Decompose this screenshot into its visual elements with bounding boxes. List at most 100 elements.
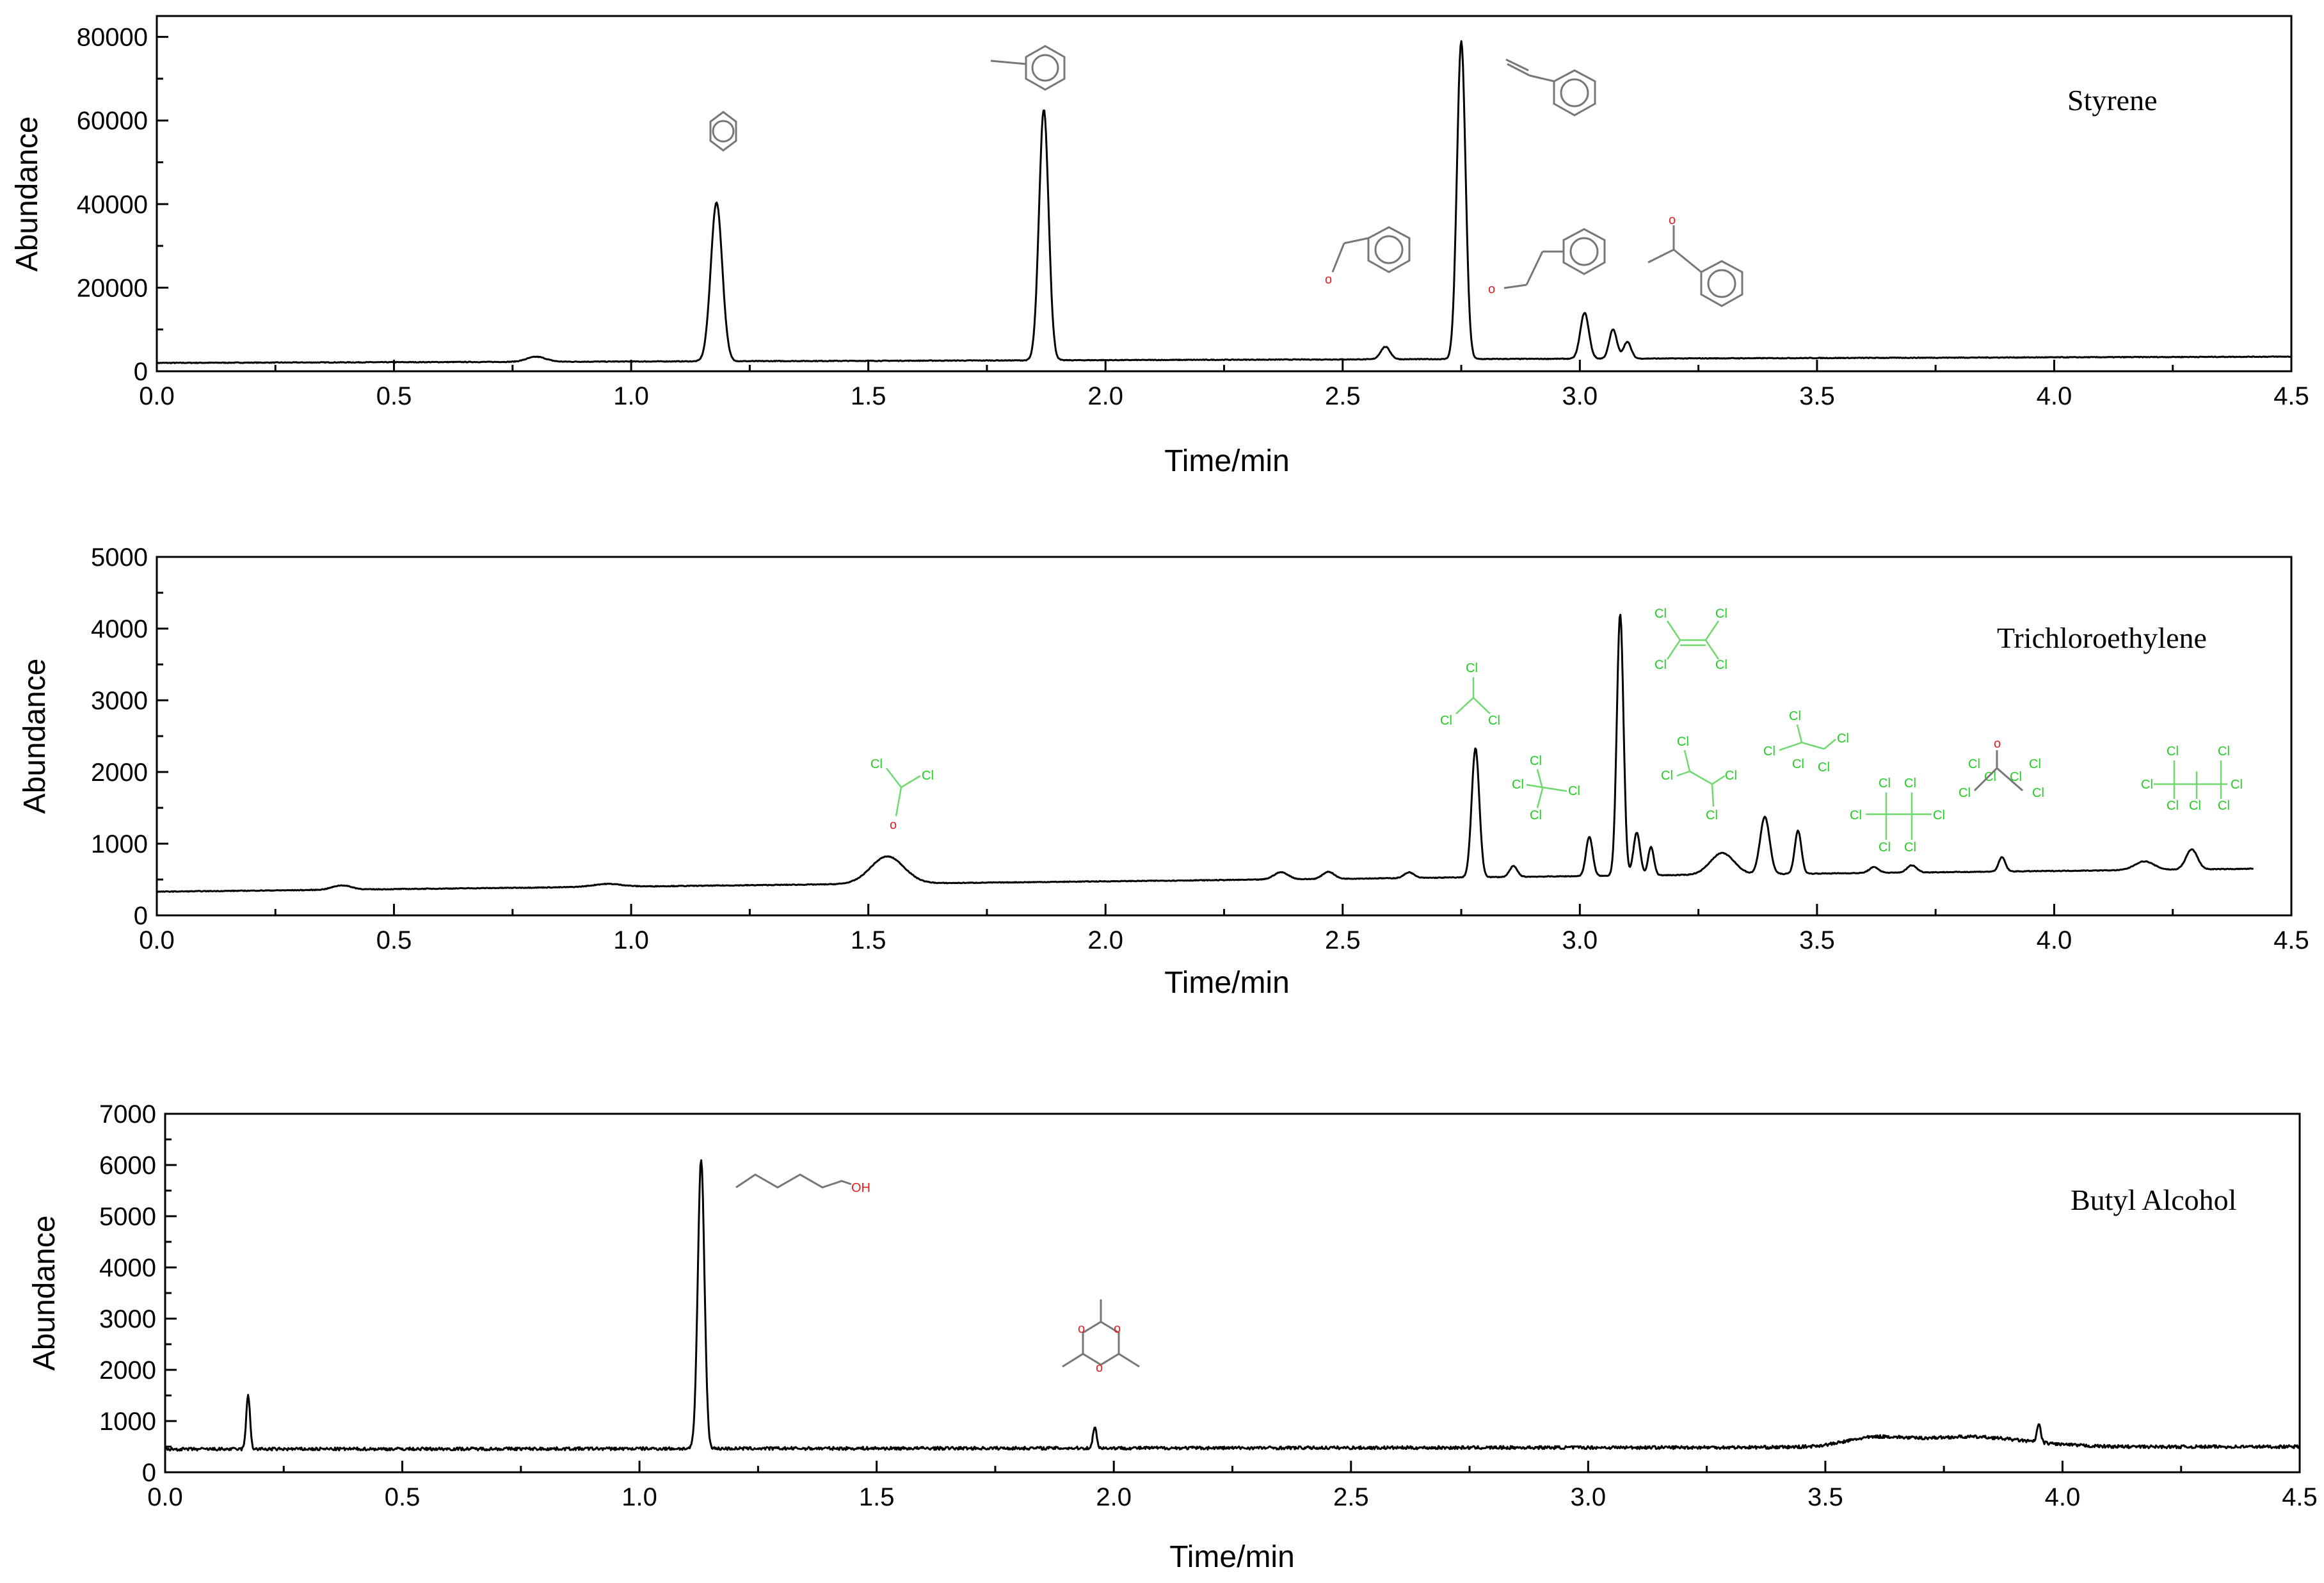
svg-text:Cl: Cl [1933,808,1945,823]
x-tick-label: 1.0 [613,382,649,410]
phosgene-icon: Cl Cl o [870,757,934,832]
y-axis-title: Abundance [10,117,44,272]
chromatogram-trace [164,1159,2301,1452]
svg-text:Cl: Cl [2218,799,2230,813]
x-tick-label: 3.0 [1562,382,1598,410]
x-tick-label: 1.5 [859,1483,895,1511]
y-tick-label: 80000 [77,24,148,52]
svg-text:Cl: Cl [922,769,934,783]
plot-frame [156,556,2293,917]
chromatogram-trace [156,613,2254,893]
y-tick-label: 5000 [99,1203,156,1231]
x-axis-title: Time/min [1164,444,1290,478]
y-axis-title: Abundance [18,659,52,814]
axis-ticks: 0.0 0.5 1.0 1.5 2.0 2.5 3.0 3.5 4.0 4.5 0 1000 2000 3… [91,543,2309,954]
svg-text:Cl: Cl [2189,799,2201,813]
svg-text:Cl: Cl [1677,735,1689,749]
svg-text:Cl: Cl [870,757,883,771]
svg-text:Cl: Cl [2231,778,2243,792]
styrene-icon [1505,58,1596,117]
svg-text:o: o [1078,1322,1085,1336]
svg-text:Cl: Cl [1879,776,1891,791]
svg-text:Cl: Cl [1655,658,1667,672]
x-axis-title: Time/min [1169,1540,1295,1574]
svg-text:Cl: Cl [1968,757,1980,771]
svg-text:Cl: Cl [1715,607,1727,621]
hexachloroethane-icon: Cl Cl Cl Cl Cl Cl [1850,776,1945,855]
svg-text:o: o [1488,282,1495,296]
benzene-icon [709,111,737,152]
x-tick-label: 3.5 [1799,926,1835,954]
y-tick-label: 3000 [99,1305,156,1333]
x-tick-label: 4.0 [2037,926,2072,954]
butyl-alcohol-panel: 0.0 0.5 1.0 1.5 2.0 2.5 3.0 3.5 4.0 4.5 0 1000 2000 3… [28,1100,2318,1574]
svg-text:o: o [1114,1322,1121,1336]
svg-text:Cl: Cl [2218,744,2230,759]
y-tick-label: 3000 [91,687,148,715]
svg-text:Cl: Cl [1789,709,1801,723]
x-tick-label: 4.5 [2282,1483,2318,1511]
x-tick-label: 2.0 [1096,1483,1132,1511]
svg-text:Cl: Cl [1715,658,1727,672]
y-tick-label: 0 [142,1459,156,1487]
x-tick-label: 2.5 [1333,1483,1369,1511]
svg-text:o: o [1325,273,1332,287]
x-tick-label: 3.5 [1807,1483,1843,1511]
svg-text:Cl: Cl [2167,799,2179,813]
x-tick-label: 3.5 [1799,382,1835,410]
svg-text:Cl: Cl [1904,776,1916,791]
y-tick-label: 1000 [99,1408,156,1436]
plot-frame [156,15,2293,373]
svg-text:Cl: Cl [1904,840,1916,855]
y-tick-label: 0 [134,902,148,930]
y-tick-label: 40000 [77,191,148,219]
tetrachloropropane-icon: Cl Cl Cl Cl Cl Cl Cl [2141,744,2243,813]
y-tick-label: 5000 [91,543,148,572]
x-tick-label: 0.0 [139,926,175,954]
svg-text:o: o [1669,213,1676,227]
axis-ticks: 0.0 0.5 1.0 1.5 2.0 2.5 3.0 3.5 4.0 4.5 0 1000 2000 3… [99,1100,2318,1511]
toluene-icon [990,45,1066,91]
trichloroacetone-icon: o Cl Cl Cl Cl Cl Cl [1959,737,2044,800]
x-tick-label: 0.0 [147,1483,183,1511]
x-tick-label: 2.0 [1087,382,1123,410]
svg-text:Cl: Cl [1530,754,1542,768]
trichloroethane-icon: Cl Cl Cl Cl [1661,735,1737,823]
svg-text:Cl: Cl [1818,760,1830,775]
chloroform-icon: Cl Cl Cl [1440,661,1500,728]
x-tick-label: 4.5 [2273,926,2309,954]
y-tick-label: 6000 [99,1152,156,1180]
acetophenone-icon: o [1647,213,1743,307]
svg-text:o: o [1994,737,2001,751]
x-tick-label: 4.0 [2037,382,2072,410]
svg-text:Cl: Cl [1959,786,1971,800]
svg-text:Cl: Cl [1706,808,1718,823]
benzaldehyde-icon: o [1325,226,1411,287]
x-tick-label: 4.5 [2273,382,2309,410]
x-tick-label: 2.5 [1325,382,1361,410]
y-axis-title: Abundance [28,1216,61,1371]
svg-text:Cl: Cl [1661,769,1673,783]
x-tick-label: 3.0 [1562,926,1598,954]
svg-text:Cl: Cl [1792,757,1804,771]
trioxane-icon: o o o [1062,1299,1140,1375]
svg-text:Cl: Cl [1512,778,1524,792]
y-tick-label: 1000 [91,830,148,858]
y-tick-label: 7000 [99,1100,156,1129]
svg-text:Cl: Cl [1837,732,1849,746]
panel-label: Butyl Alcohol [2071,1184,2236,1216]
panel-label: Styrene [2067,84,2158,117]
x-tick-label: 1.0 [621,1483,657,1511]
phenylacetaldehyde-icon: o [1488,228,1606,296]
svg-text:o: o [1096,1361,1103,1375]
x-tick-label: 1.5 [851,382,886,410]
svg-text:Cl: Cl [1440,714,1452,728]
butanol-icon: OH [735,1173,870,1195]
svg-text:Cl: Cl [2010,770,2022,784]
svg-text:Cl: Cl [2167,744,2179,759]
styrene-panel: 0.0 0.5 1.0 1.5 2.0 2.5 3.0 3.5 4.0 4.5 0 20000 4000… [10,15,2309,478]
x-axis-title: Time/min [1164,966,1290,1000]
x-tick-label: 1.0 [613,926,649,954]
svg-text:Cl: Cl [1984,770,1996,784]
